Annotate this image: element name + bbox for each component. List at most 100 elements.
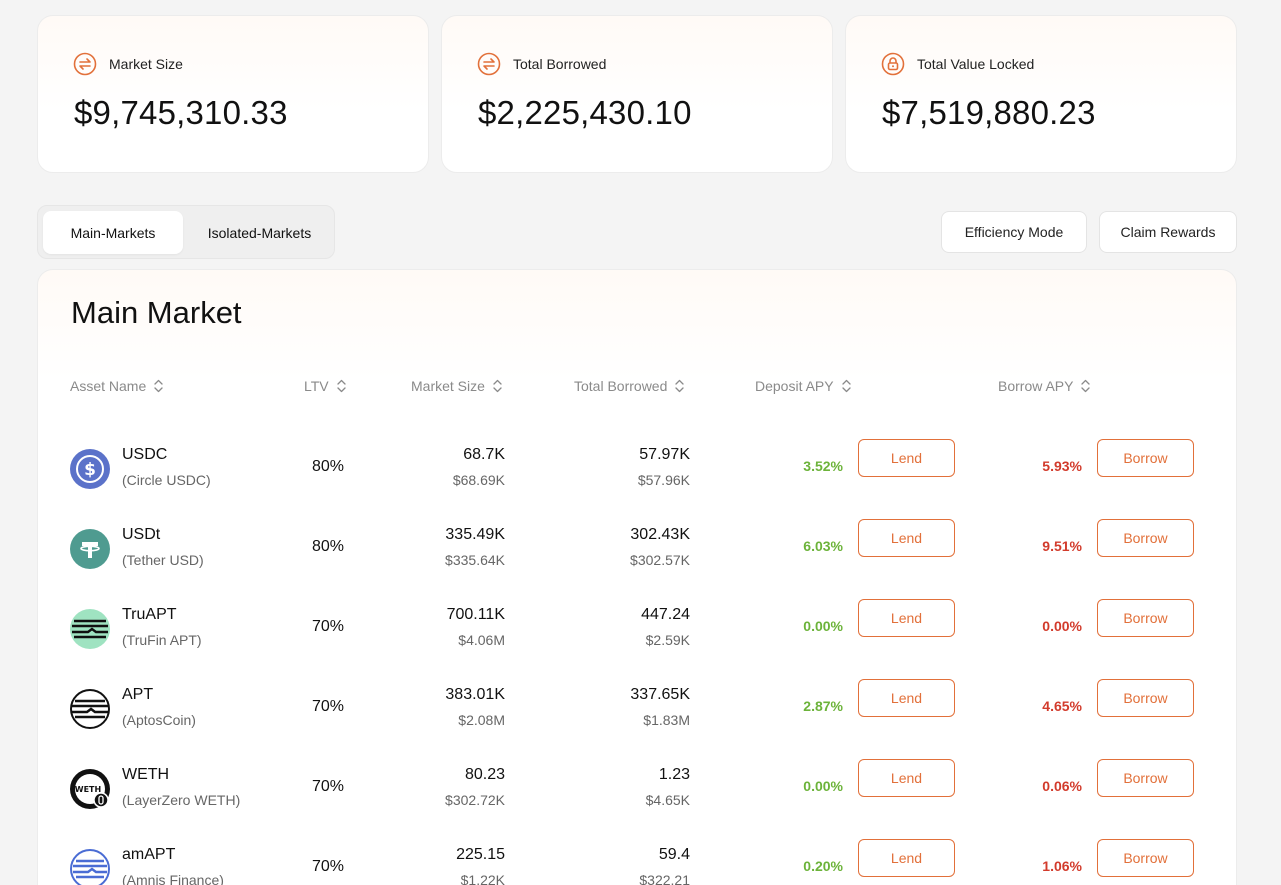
column-header-borrow-apy[interactable]: Borrow APY [998,378,1091,394]
lend-button[interactable]: Lend [858,679,955,717]
total-borrowed-value: 59.4 [658,846,690,863]
column-header-label: Total Borrowed [574,378,668,394]
ltv-value: 70% [311,698,344,715]
column-header-total-borrowed[interactable]: Total Borrowed [574,378,685,394]
asset-name: (TruFin APT) [122,632,202,648]
asset-symbol: USDt [122,526,161,543]
sort-icon [493,379,502,393]
stat-label: Total Borrowed [513,56,607,72]
column-header-label: LTV [304,378,329,394]
usdc-logo-icon: $ [70,449,110,489]
ltv-value: 70% [311,778,344,795]
tab-main-markets[interactable]: Main-Markets [43,211,183,254]
deposit-apy: 6.03% [803,538,843,554]
market-size-usd: $4.06M [458,632,505,648]
column-header-deposit-apy[interactable]: Deposit APY [755,378,851,394]
stat-label: Total Value Locked [917,56,1035,72]
market-size-value: 68.7K [463,446,505,463]
total-borrowed-usd: $4.65K [645,792,690,808]
borrow-button[interactable]: Borrow [1097,439,1194,477]
borrow-apy: 0.06% [1042,778,1082,794]
sort-icon [1081,379,1091,393]
sort-icon [841,379,851,393]
sort-icon [154,379,163,393]
lend-button[interactable]: Lend [858,599,955,637]
asset-symbol: APT [122,686,154,703]
tether-logo-icon [70,529,110,569]
borrow-button[interactable]: Borrow [1097,519,1194,557]
weth-logo-icon: WETH [70,769,110,809]
truapt-logo-icon [70,609,110,649]
table-row[interactable]: USDt (Tether USD) 80% 335.49K $335.64K 3… [38,516,1238,596]
market-size-value: 383.01K [445,686,505,703]
borrow-button[interactable]: Borrow [1097,759,1194,797]
total-borrowed-value: 302.43K [630,526,690,543]
table-row[interactable]: APT (AptosCoin) 70% 383.01K $2.08M 337.6… [38,676,1238,756]
ltv-value: 70% [311,618,344,635]
stat-value: $2,225,430.10 [478,94,692,131]
deposit-apy: 0.00% [803,618,843,634]
market-size-value: 80.23 [464,766,505,783]
borrow-button[interactable]: Borrow [1097,839,1194,877]
total-borrowed-usd: $57.96K [637,472,690,488]
tab-isolated-markets[interactable]: Isolated-Markets [207,224,312,241]
svg-text:WETH: WETH [75,785,101,794]
table-row[interactable]: WETH WETH (LayerZero WETH) 70% 80.23 $30… [38,756,1238,836]
deposit-apy: 0.00% [803,778,843,794]
apt-logo-icon [70,689,110,729]
total-borrowed-usd: $322.21 [639,872,690,885]
asset-name: (Tether USD) [122,552,204,568]
table-row[interactable]: TruAPT (TruFin APT) 70% 700.11K $4.06M 4… [38,596,1238,676]
lend-button[interactable]: Lend [858,439,955,477]
market-size-usd: $2.08M [458,712,505,728]
asset-symbol: WETH [122,766,170,783]
ltv-value: 80% [311,458,344,475]
column-header-ltv[interactable]: LTV [304,378,346,394]
market-size-usd: $1.22K [460,872,505,885]
column-header-label: Asset Name [70,378,147,394]
market-size-usd: $335.64K [445,552,505,568]
total-borrowed-usd: $2.59K [645,632,690,648]
market-size-value: 225.15 [456,846,505,863]
borrow-apy: 1.06% [1042,858,1082,874]
column-header-label: Borrow APY [998,378,1074,394]
asset-symbol: TruAPT [122,606,177,623]
claim-rewards-button[interactable]: Claim Rewards [1099,211,1237,253]
swap-icon [477,52,501,76]
market-size-card: Market Size $9,745,310.33 [37,15,429,173]
total-value-locked-card: Total Value Locked $7,519,880.23 [845,15,1237,173]
stat-value: $7,519,880.23 [882,94,1096,131]
efficiency-mode-button[interactable]: Efficiency Mode [941,211,1087,253]
ltv-value: 80% [311,538,344,555]
lend-button[interactable]: Lend [858,519,955,557]
lend-button[interactable]: Lend [858,839,955,877]
asset-symbol: amAPT [122,846,176,863]
deposit-apy: 3.52% [803,458,843,474]
market-size-value: 335.49K [445,526,505,543]
svg-text:$: $ [84,460,96,480]
total-borrowed-card: Total Borrowed $2,225,430.10 [441,15,833,173]
total-borrowed-value: 337.65K [630,686,690,703]
column-header-market-size[interactable]: Market Size [411,378,502,394]
column-header-asset-name[interactable]: Asset Name [70,378,163,394]
lend-button[interactable]: Lend [858,759,955,797]
stat-value: $9,745,310.33 [74,94,288,131]
amapt-logo-icon [70,849,110,885]
borrow-apy: 0.00% [1042,618,1082,634]
borrow-button[interactable]: Borrow [1097,679,1194,717]
asset-name: (Circle USDC) [122,472,211,488]
borrow-apy: 9.51% [1042,538,1082,554]
table-row[interactable]: amAPT (Amnis Finance) 70% 225.15 $1.22K … [38,836,1238,885]
total-borrowed-value: 1.23 [658,766,690,783]
table-row[interactable]: $ USDC (Circle USDC) 80% 68.7K $68.69K 5… [38,436,1238,516]
total-borrowed-usd: $1.83M [643,712,690,728]
lock-icon [881,52,905,76]
total-borrowed-value: 57.97K [639,446,690,463]
asset-symbol: USDC [122,446,168,463]
main-market-panel: Main Market Asset Name LTV Market Size T… [37,269,1237,885]
borrow-button[interactable]: Borrow [1097,599,1194,637]
market-title: Main Market [71,295,242,330]
borrow-apy: 4.65% [1042,698,1082,714]
market-size-value: 700.11K [446,606,505,623]
deposit-apy: 2.87% [803,698,843,714]
